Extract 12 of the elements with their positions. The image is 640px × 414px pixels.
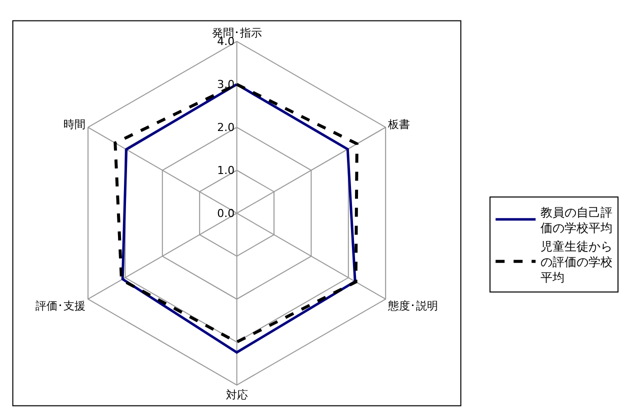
y-tick-label: 0.0 — [217, 206, 235, 220]
y-tick-label: 3.0 — [217, 78, 235, 91]
y-tick-label: 2.0 — [217, 120, 235, 134]
spoke-label: 発問･指示 — [212, 26, 262, 40]
legend-label: 教員の自己評価の学校平均 — [540, 205, 613, 235]
spoke-label: 評価･支援 — [36, 299, 86, 312]
spoke-label: 対応 — [226, 388, 248, 402]
spoke-label: 時間 — [64, 118, 86, 132]
y-tick-label: 1.0 — [217, 164, 235, 177]
legend-label: 児童生徒からの評価の学校平均 — [540, 239, 613, 285]
spoke-label: 態度･説明 — [386, 299, 438, 312]
spoke-label: 板書 — [386, 118, 410, 132]
